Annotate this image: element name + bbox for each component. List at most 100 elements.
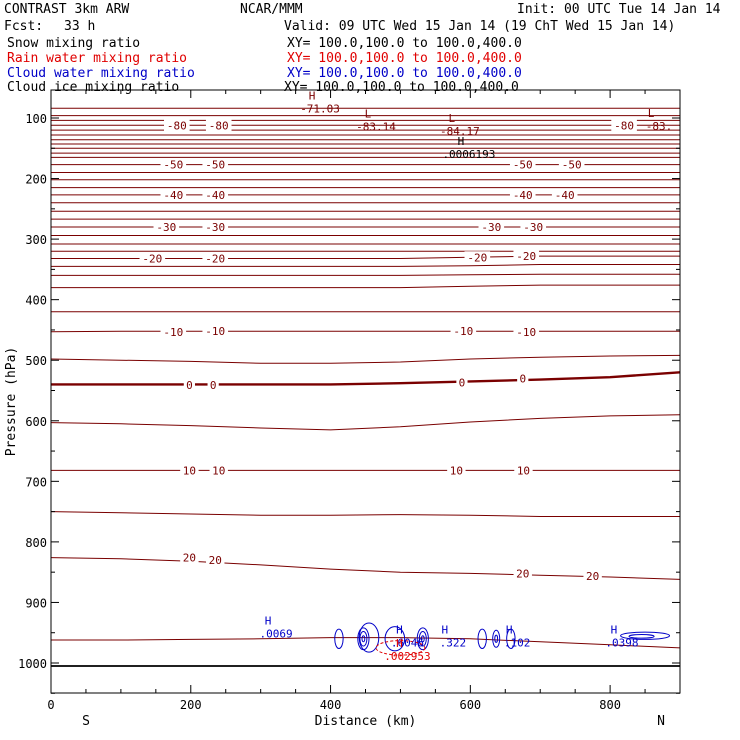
extremum-value: .322 xyxy=(440,637,467,650)
rain-contour xyxy=(375,640,426,656)
extremum-mark: L xyxy=(648,107,655,120)
contour-label: -80 xyxy=(167,119,187,132)
legend-snow-xy: XY= 100.0,100.0 to 100.0,400.0 xyxy=(287,36,522,51)
y-tick-label: 100 xyxy=(25,112,47,126)
isotherm-line xyxy=(51,264,680,267)
contour-label: -30 xyxy=(523,221,543,234)
fcst-value: 33 h xyxy=(64,19,96,34)
extremum-value: -71.03 xyxy=(300,102,340,115)
cloud-water-contour xyxy=(494,634,499,643)
cloud-water-contour xyxy=(628,634,655,639)
x-tick-label: 800 xyxy=(599,698,621,712)
contour-label: -10 xyxy=(453,325,473,338)
contour-label: 20 xyxy=(209,554,222,567)
extremum-mark: H xyxy=(309,89,316,102)
extremum-mark: H xyxy=(265,614,272,627)
contour-label: -40 xyxy=(205,189,225,202)
contour-label-bg xyxy=(205,119,232,132)
y-axis-title: Pressure (hPa) xyxy=(4,347,19,457)
contour-label-bg xyxy=(160,158,187,171)
contour-label-bg xyxy=(558,158,585,171)
contour-label: 10 xyxy=(450,464,463,477)
y-tick-label: 500 xyxy=(25,354,47,368)
contour-label: -40 xyxy=(513,189,533,202)
model-title: CONTRAST 3km ARW xyxy=(4,2,130,17)
cloud-water-contour xyxy=(506,628,516,649)
cloud-water-contour xyxy=(620,631,671,640)
x-axis-title: Distance (km) xyxy=(315,714,417,729)
extremum-mark: H xyxy=(396,624,403,637)
contour-label-bg xyxy=(202,252,229,265)
contour-label: 10 xyxy=(212,464,225,477)
contour-label: 0 xyxy=(459,377,466,390)
isotherm-20-line xyxy=(51,557,680,580)
legend-snow-name: Snow mixing ratio xyxy=(7,36,141,51)
contour-label-bg xyxy=(202,188,229,201)
y-tick-label: 400 xyxy=(25,294,47,308)
legend-cloudice-name: Cloud ice mixing ratio xyxy=(7,80,180,95)
contour-label-bg xyxy=(207,379,219,392)
contour-label-bg xyxy=(183,379,195,392)
extremum-value: .0069 xyxy=(259,627,292,640)
isotherm-line xyxy=(51,284,680,289)
fcst-label: Fcst: xyxy=(4,19,44,34)
contour-label-bg xyxy=(513,250,540,263)
contour-label: -40 xyxy=(555,189,575,202)
contour-label-bg xyxy=(447,464,466,477)
contour-label-bg xyxy=(139,252,166,265)
contour-label: -40 xyxy=(163,189,183,202)
contour-label-bg xyxy=(202,325,229,338)
extremum-mark: H xyxy=(506,624,513,637)
cloud-water-contour xyxy=(416,627,429,651)
cloud-water-contour xyxy=(358,622,380,653)
contour-label: -10 xyxy=(163,326,183,339)
contour-label: -50 xyxy=(205,159,225,172)
contour-label-bg xyxy=(513,567,532,580)
north-label: N xyxy=(657,714,665,729)
contour-label-bg xyxy=(464,251,491,264)
cloud-water-contour xyxy=(420,635,425,643)
isotherm-line xyxy=(51,637,680,649)
contour-label-bg xyxy=(513,325,540,338)
contour-label-bg xyxy=(202,158,229,171)
org-label: NCAR/MMM xyxy=(240,2,303,17)
contour-label-bg xyxy=(180,551,199,564)
contour-label-bg xyxy=(551,188,578,201)
extremum-mark: H xyxy=(442,624,449,637)
extremum-mark: H xyxy=(611,624,618,637)
contour-label-bg xyxy=(450,325,477,338)
contour-label: -50 xyxy=(513,159,533,172)
contour-label-bg xyxy=(509,188,536,201)
isotherm-line xyxy=(51,354,680,364)
contour-label-bg xyxy=(160,188,187,201)
extremum-mark: L xyxy=(365,108,372,121)
contour-label-bg xyxy=(180,464,199,477)
extremum-value: .6046 xyxy=(391,637,424,650)
contour-label: 0 xyxy=(210,379,217,392)
isotherm-line xyxy=(51,511,680,517)
isotherm-line xyxy=(51,273,680,276)
cloud-water-contour xyxy=(477,628,487,649)
extremum-mark: H xyxy=(396,637,403,650)
isotherm-line xyxy=(51,414,680,431)
contour-label: -80 xyxy=(614,119,634,132)
cloud-water-contour xyxy=(334,628,344,649)
contour-label: 10 xyxy=(517,464,530,477)
contour-label-bg xyxy=(164,119,190,132)
contour-label-bg xyxy=(209,464,228,477)
plot-frame xyxy=(50,89,681,694)
south-label: S xyxy=(82,714,90,729)
contour-label: -50 xyxy=(562,159,582,172)
contour-label-bg xyxy=(206,554,225,567)
contour-label: -20 xyxy=(142,252,162,265)
cloud-water-contour xyxy=(359,631,368,647)
x-tick-label: 400 xyxy=(320,698,342,712)
contour-label: -30 xyxy=(481,221,501,234)
contour-label: -20 xyxy=(516,250,536,263)
contour-label-bg xyxy=(520,221,547,233)
x-tick-label: 600 xyxy=(459,698,481,712)
contour-label: -20 xyxy=(205,252,225,265)
cloud-water-contour xyxy=(492,629,501,648)
y-tick-label: 200 xyxy=(25,173,47,187)
